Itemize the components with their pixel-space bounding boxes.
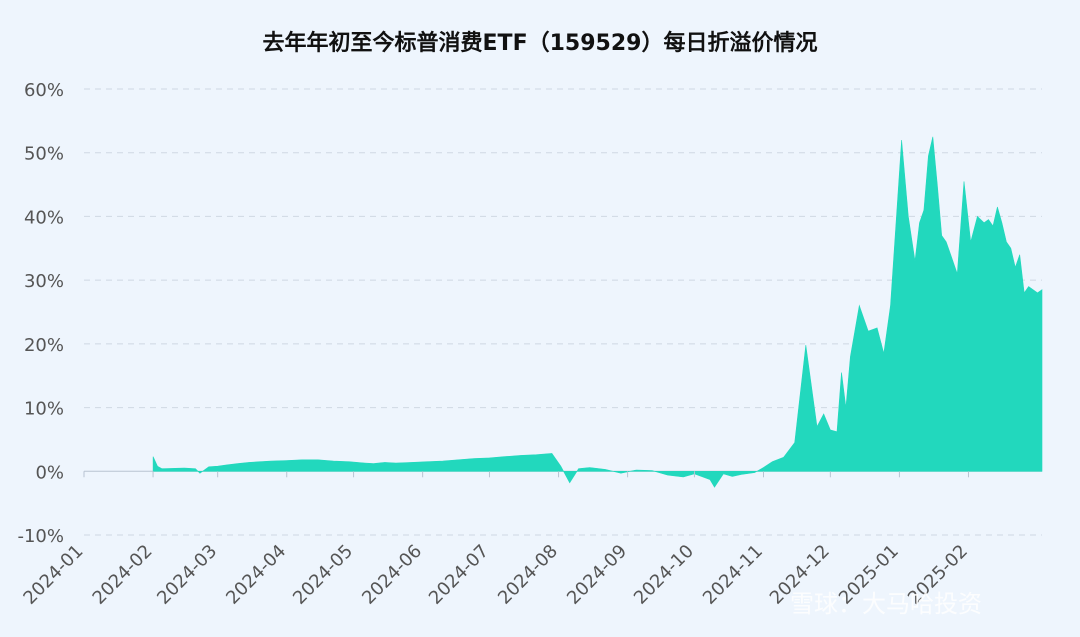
y-tick-label: 60% — [24, 80, 64, 101]
x-tick-label: 2024-07 — [425, 541, 493, 609]
x-tick-label: 2024-06 — [358, 541, 426, 609]
x-tick-label: 2024-08 — [494, 541, 562, 609]
y-tick-label: 20% — [24, 335, 64, 356]
x-tick-label: 2024-04 — [222, 541, 290, 609]
y-tick-label: -10% — [17, 526, 64, 547]
y-axis-ticks: 60% 50% 40% 30% 20% 10% 0% -10% — [17, 80, 64, 547]
y-tick-label: 0% — [35, 462, 64, 483]
y-tick-label: 50% — [24, 144, 64, 165]
series-area — [152, 136, 1043, 488]
x-tick-label: 2024-10 — [630, 541, 698, 609]
x-tick-label: 2024-02 — [89, 541, 157, 609]
x-tick-label: 2024-09 — [563, 541, 631, 609]
watermark-text: 雪球：大马哈投资 — [790, 590, 982, 618]
y-tick-label: 10% — [24, 399, 64, 420]
plot-area — [152, 136, 1043, 488]
y-tick-label: 30% — [24, 271, 64, 292]
x-tick-label: 2024-05 — [289, 541, 357, 609]
y-tick-label: 40% — [24, 207, 64, 228]
x-tick-label: 2024-11 — [699, 541, 767, 609]
chart-title: 去年年初至今标普消费ETF（159529）每日折溢价情况 — [263, 30, 818, 56]
x-tick-label: 2024-03 — [153, 541, 221, 609]
watermark: 雪球：大马哈投资 — [790, 590, 982, 618]
x-tick-label: 2024-01 — [19, 541, 87, 609]
